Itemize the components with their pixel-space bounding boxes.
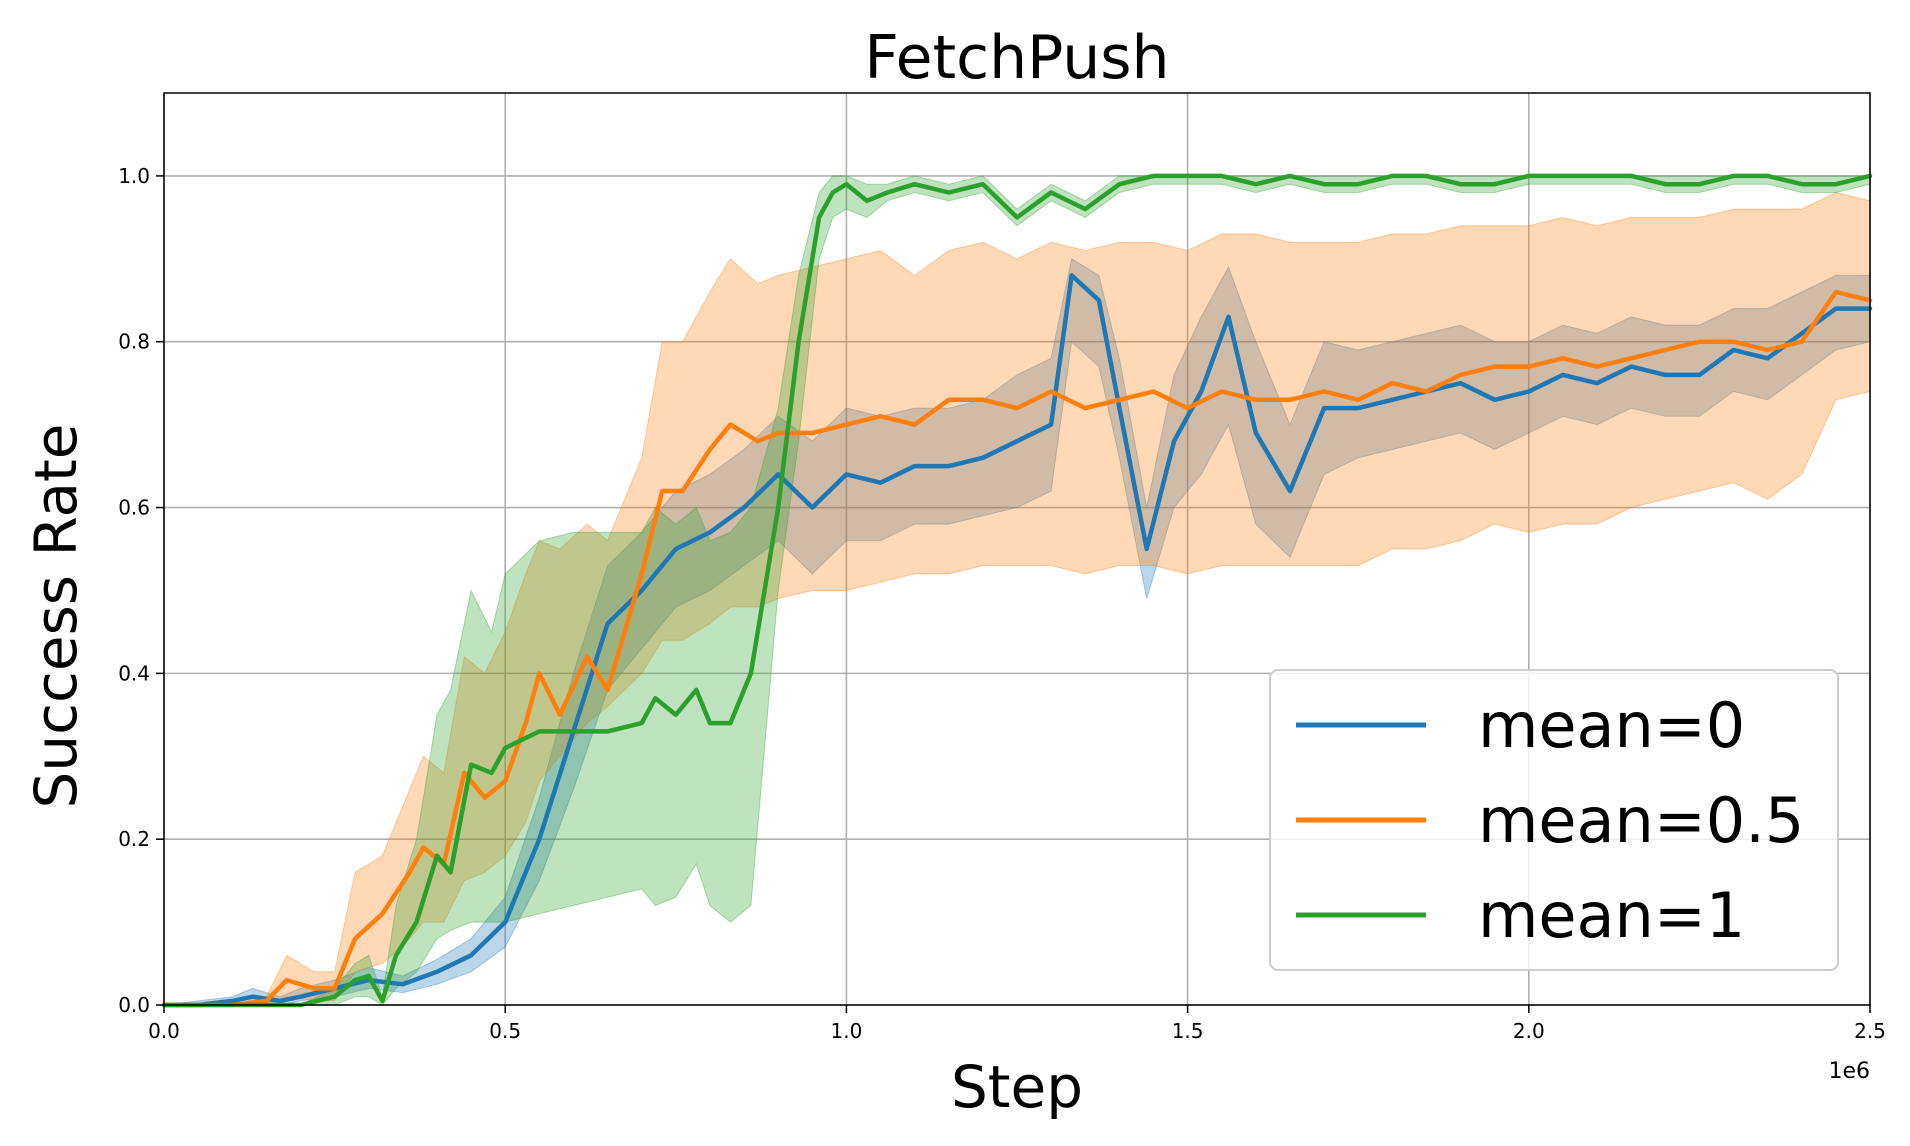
x-tick-label: 2.0 (1513, 1019, 1545, 1043)
series-line-mean=0 (161, 273, 1873, 1008)
y-tick-label: 1.0 (118, 164, 150, 188)
legend-box (1269, 669, 1839, 971)
x-tick-label: 1.0 (830, 1019, 862, 1043)
y-tick-label: 0.6 (118, 496, 150, 520)
y-tick-label: 0.0 (118, 993, 150, 1017)
y-tick-label: 0.4 (118, 661, 150, 685)
x-axis-ticks: 0.0 0.5 1.0 1.5 2.0 2.5 (148, 1005, 1886, 1043)
legend: mean=0 mean=0.5 mean=1 (1269, 669, 1839, 971)
x-axis-offset-label: 1e6 (1828, 1059, 1870, 1084)
y-tick-label: 0.2 (118, 827, 150, 851)
x-tick-label: 2.5 (1854, 1019, 1886, 1043)
y-axis-ticks: 0.0 0.2 0.4 0.6 0.8 1.0 (118, 164, 164, 1017)
series-lines (161, 173, 1873, 1008)
chart-title: FetchPush (864, 23, 1169, 93)
series-line-mean=0.5 (161, 289, 1873, 1008)
legend-label-mean=1: mean=1 (1478, 879, 1745, 952)
legend-label-mean=0.5: mean=0.5 (1478, 784, 1804, 857)
x-tick-label: 1.5 (1172, 1019, 1204, 1043)
x-tick-label: 0.0 (148, 1019, 180, 1043)
x-axis-label: Step (951, 1053, 1083, 1121)
y-axis-label: Success Rate (22, 424, 90, 809)
x-tick-label: 0.5 (489, 1019, 521, 1043)
legend-label-mean=0: mean=0 (1478, 689, 1745, 762)
plot-frame (163, 92, 1871, 1006)
y-tick-label: 0.8 (118, 330, 150, 354)
series-line-mean=1 (161, 173, 1873, 1008)
